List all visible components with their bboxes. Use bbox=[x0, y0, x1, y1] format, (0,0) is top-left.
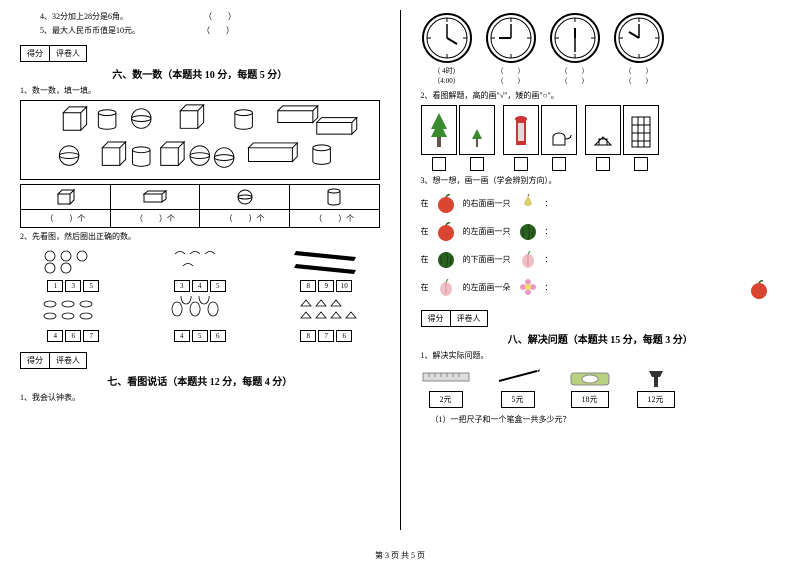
q4-paren[interactable]: （ ） bbox=[208, 12, 236, 21]
flowers-c bbox=[273, 246, 380, 278]
dir-row-4[interactable]: 在 的左面画一朵 ： bbox=[421, 276, 781, 298]
shapes-diagram bbox=[20, 100, 380, 180]
garlic-e bbox=[147, 296, 254, 328]
price-c: 18元 bbox=[571, 391, 609, 408]
check-1a[interactable] bbox=[432, 157, 446, 171]
nums-d[interactable]: 467 bbox=[20, 330, 127, 342]
nums-e[interactable]: 456 bbox=[147, 330, 254, 342]
q6-1: 1、数一数，填一填。 bbox=[20, 85, 380, 96]
flowers-b bbox=[147, 246, 254, 278]
item-lamp: 12元 bbox=[637, 367, 675, 408]
fish-d bbox=[20, 296, 127, 328]
q4-text: 4、32分加上28分是6角。 bbox=[40, 12, 128, 21]
score-box-6: 得分 评卷人 bbox=[20, 45, 87, 62]
clock-3 bbox=[549, 12, 601, 64]
q-compare: 2、看图解题，高的画"√"，矮的画"○"。 bbox=[421, 90, 781, 101]
clock-4-label2[interactable]: （ ） bbox=[613, 76, 665, 86]
price-a: 2元 bbox=[429, 391, 463, 408]
nums-f[interactable]: 876 bbox=[273, 330, 380, 342]
apple-icon bbox=[435, 220, 457, 242]
q7-1: 1、我会认钟表。 bbox=[20, 392, 380, 403]
q5-text: 5、最大人民币币值是10元。 bbox=[40, 26, 140, 35]
clock-4-label[interactable]: （ ） bbox=[613, 66, 665, 76]
q8-1-1: （1）一把尺子和一个笔盒一共多少元？ bbox=[431, 414, 781, 425]
nums-c[interactable]: 8910 bbox=[273, 280, 380, 292]
apple-float-icon bbox=[748, 278, 770, 300]
check-1b[interactable] bbox=[470, 157, 484, 171]
q-direction: 3、想一想，画一画（学会辨别方向）。 bbox=[421, 175, 781, 186]
score-box-7: 得分 评卷人 bbox=[20, 352, 87, 369]
clock-4 bbox=[613, 12, 665, 64]
clock-1 bbox=[421, 12, 473, 64]
grader-label: 评卷人 bbox=[50, 46, 86, 61]
item-pencilcase: 18元 bbox=[565, 367, 615, 408]
count-blank-1[interactable]: （ ）个 bbox=[21, 210, 111, 228]
pear-icon bbox=[517, 192, 539, 214]
clock-1-label: （ 4时） bbox=[421, 66, 473, 76]
compare-2 bbox=[503, 105, 577, 171]
peach-icon bbox=[435, 276, 457, 298]
count-blank-3[interactable]: （ ）个 bbox=[200, 210, 290, 228]
q5-paren[interactable]: （ ） bbox=[206, 26, 234, 35]
nums-a[interactable]: 135 bbox=[20, 280, 127, 292]
cube-icon bbox=[21, 185, 111, 210]
q8-1: 1、解决实际问题。 bbox=[421, 350, 781, 361]
check-3b[interactable] bbox=[634, 157, 648, 171]
section-6-title: 六、数一数（本题共 10 分，每题 5 分） bbox=[20, 66, 380, 81]
q6-2: 2、先看图，然后圈出正确的数。 bbox=[20, 231, 380, 242]
clock-2 bbox=[485, 12, 537, 64]
cuboid-icon bbox=[110, 185, 200, 210]
tri-f bbox=[273, 296, 380, 328]
page-footer: 第 3 页 共 5 页 bbox=[0, 550, 800, 561]
check-2b[interactable] bbox=[552, 157, 566, 171]
nums-b[interactable]: 345 bbox=[147, 280, 254, 292]
sphere-icon bbox=[200, 185, 290, 210]
dir-row-2[interactable]: 在 的左面画一只 ： bbox=[421, 220, 781, 242]
count-table: （ ）个 （ ）个 （ ）个 （ ）个 bbox=[20, 184, 380, 228]
check-3a[interactable] bbox=[596, 157, 610, 171]
flower-icon bbox=[517, 276, 539, 298]
clock-2-label[interactable]: （ ） bbox=[485, 66, 537, 76]
clock-2-label2[interactable]: （ ） bbox=[485, 76, 537, 86]
check-2a[interactable] bbox=[514, 157, 528, 171]
count-blank-4[interactable]: （ ）个 bbox=[289, 210, 379, 228]
section-8-title: 八、解决问题（本题共 15 分，每题 3 分） bbox=[421, 331, 781, 346]
price-d: 12元 bbox=[637, 391, 675, 408]
section-7-title: 七、看图说话（本题共 12 分，每题 4 分） bbox=[20, 373, 380, 388]
dir-row-1[interactable]: 在 的右面画一只 ： bbox=[421, 192, 781, 214]
count-blank-2[interactable]: （ ）个 bbox=[110, 210, 200, 228]
clock-3-label[interactable]: （ ） bbox=[549, 66, 601, 76]
score-label: 得分 bbox=[21, 46, 50, 61]
watermelon-icon bbox=[435, 248, 457, 270]
clock-1-label2: （4:00） bbox=[421, 76, 473, 86]
flowers-a bbox=[20, 246, 127, 278]
compare-3 bbox=[585, 105, 659, 171]
watermelon-icon bbox=[517, 220, 539, 242]
cylinder-icon bbox=[289, 185, 379, 210]
clock-3-label2[interactable]: （ ） bbox=[549, 76, 601, 86]
item-pen: 5元 bbox=[493, 367, 543, 408]
dir-row-3[interactable]: 在 的下面画一只 ： bbox=[421, 248, 781, 270]
peach-icon bbox=[517, 248, 539, 270]
item-ruler: 2元 bbox=[421, 367, 471, 408]
score-box-8: 得分 评卷人 bbox=[421, 310, 488, 327]
price-b: 5元 bbox=[501, 391, 535, 408]
apple-icon bbox=[435, 192, 457, 214]
compare-1 bbox=[421, 105, 495, 171]
